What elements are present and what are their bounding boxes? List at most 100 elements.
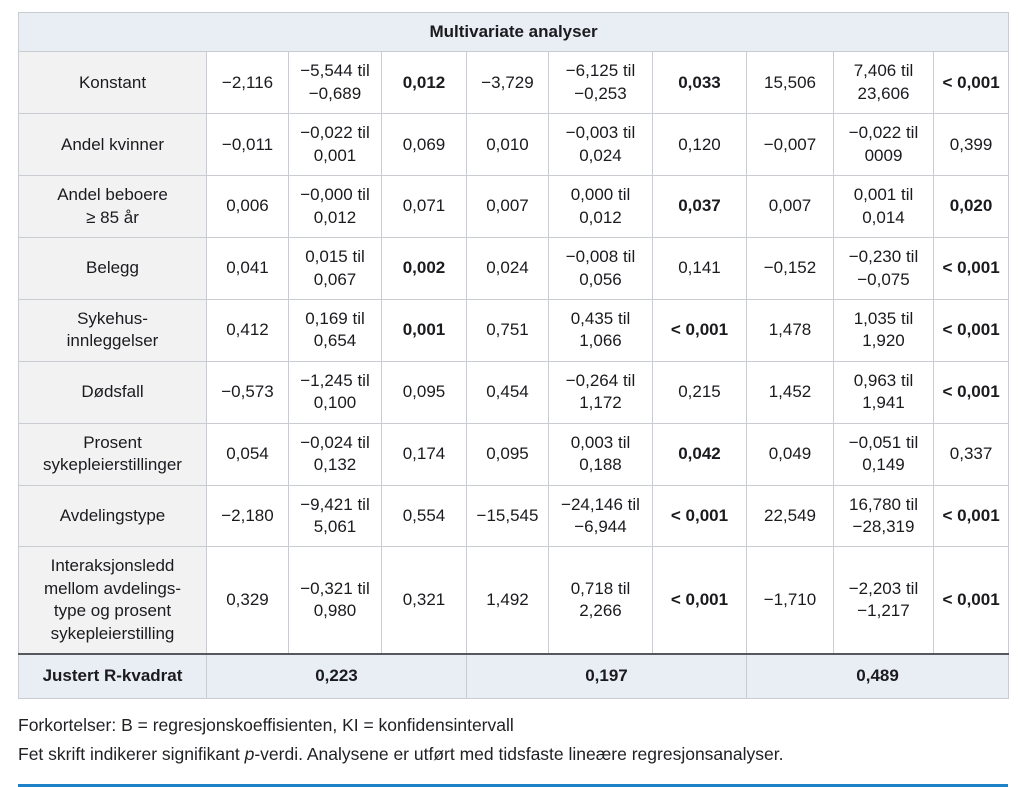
cell-p: 0,120 [652,113,747,177]
cell-b: 0,054 [206,422,289,486]
table-row: Avdelingstype −2,180 −9,421 til 5,061 0,554… [18,484,1010,548]
table-row: Dødsfall −0,573 −1,245 til 0,100 0,095 0,454… [18,360,1010,424]
cell-ki: −0,022 til 0009 [833,113,934,177]
footnote-significance-pre: Fet skrift indikerer signifikant [18,743,245,764]
cell-b: 0,041 [206,237,289,300]
cell-ki: −9,421 til 5,061 [288,484,382,548]
multivariate-analysis-table: Multivariate analyser Konstant −2,116 −5,5… [17,11,1010,699]
cell-b: 15,506 [746,51,834,115]
table-row: Konstant −2,116 −5,544 til −0,689 0,012 −3,7… [18,51,1010,115]
cell-ki: 0,001 til 0,014 [833,175,934,239]
cell-p: 0,095 [381,360,467,424]
table-row: Interaksjonsledd mellom avdelings- type … [18,546,1010,655]
row-label: Prosent sykepleierstillinger [18,422,207,486]
cell-b: 0,010 [466,113,549,177]
cell-ki: 1,035 til 1,920 [833,298,934,362]
cell-p: 0,174 [381,422,467,486]
cell-b: 0,007 [466,175,549,239]
cell-ki: −0,000 til 0,012 [288,175,382,239]
row-label: Andel kvinner [18,113,207,177]
cell-b: 0,006 [206,175,289,239]
cell-p: 0,002 [381,237,467,300]
cell-ki: 0,963 til 1,941 [833,360,934,424]
cell-b: 1,478 [746,298,834,362]
row-label: Sykehus- innleggelser [18,298,207,362]
cell-ki: −0,264 til 1,172 [548,360,653,424]
cell-p: < 0,001 [932,546,1010,655]
table-row: Belegg 0,041 0,015 til 0,067 0,002 0,024 −0,0… [18,237,1010,300]
cell-p: 0,554 [381,484,467,548]
section-divider-rule [18,783,1008,787]
row-label: Dødsfall [18,360,207,424]
cell-p: 0,012 [381,51,467,115]
row-label: Belegg [18,237,207,300]
cell-p: 0,071 [381,175,467,239]
cell-ki: −0,230 til −0,075 [833,237,934,300]
cell-ki: 0,718 til 2,266 [548,546,653,655]
table-row: Andel kvinner −0,011 −0,022 til 0,001 0,069… [18,113,1010,177]
cell-p: 0,033 [652,51,747,115]
footnote-significance-post: -verdi. Analysene er utført med tidsfast… [254,743,784,764]
cell-p: < 0,001 [932,360,1010,424]
cell-b: −1,710 [746,546,834,655]
cell-p: < 0,001 [932,298,1010,362]
cell-ki: −24,146 til −6,944 [548,484,653,548]
cell-ki: 7,406 til 23,606 [833,51,934,115]
row-label: Konstant [18,51,207,115]
table-row: Andel beboere ≥ 85 år 0,006 −0,000 til 0,0… [18,175,1010,239]
r-squared-model-1: 0,223 [206,653,467,699]
cell-b: −15,545 [466,484,549,548]
cell-p: < 0,001 [932,51,1010,115]
cell-b: −0,007 [746,113,834,177]
cell-ki: −0,003 til 0,024 [548,113,653,177]
cell-p: 0,042 [652,422,747,486]
cell-ki: −0,008 til 0,056 [548,237,653,300]
cell-p: 0,001 [381,298,467,362]
adjusted-r-squared-row: Justert R-kvadrat 0,223 0,197 0,489 [18,653,1010,699]
cell-p: 0,020 [932,175,1010,239]
cell-b: 0,024 [466,237,549,300]
cell-p: 0,141 [652,237,747,300]
cell-p: < 0,001 [932,237,1010,300]
cell-b: 0,007 [746,175,834,239]
row-label: Avdelingstype [18,484,207,548]
cell-ki: 0,000 til 0,012 [548,175,653,239]
cell-ki: 0,435 til 1,066 [548,298,653,362]
cell-p: < 0,001 [652,298,747,362]
cell-b: 1,492 [466,546,549,655]
cell-ki: −1,245 til 0,100 [288,360,382,424]
table-title: Multivariate analyser [17,11,1010,53]
cell-ki: −6,125 til −0,253 [548,51,653,115]
cell-b: −0,011 [206,113,289,177]
table-title-row: Multivariate analyser [17,11,1010,53]
cell-b: −0,152 [746,237,834,300]
cell-p: 0,215 [652,360,747,424]
r-squared-model-3: 0,489 [745,653,1010,699]
cell-b: 22,549 [746,484,834,548]
footnote-significance: Fet skrift indikerer signifikant p-verdi… [18,741,1008,768]
cell-p: 0,337 [932,422,1010,486]
cell-p: 0,321 [381,546,467,655]
cell-b: 0,049 [746,422,834,486]
cell-ki: 16,780 til −28,319 [833,484,934,548]
cell-ki: −0,051 til 0,149 [833,422,934,486]
row-label: Justert R-kvadrat [18,653,207,699]
cell-b: 0,095 [466,422,549,486]
row-label: Interaksjonsledd mellom avdelings- type … [18,546,207,655]
cell-b: 0,751 [466,298,549,362]
cell-b: 0,329 [206,546,289,655]
cell-ki: 0,015 til 0,067 [288,237,382,300]
cell-b: 1,452 [746,360,834,424]
cell-ki: 0,169 til 0,654 [288,298,382,362]
footnote-abbreviations: Forkortelser: B = regresjonskoeffisiente… [18,714,514,735]
table-row: Sykehus- innleggelser 0,412 0,169 til 0,65… [18,298,1010,362]
cell-b: −2,116 [206,51,289,115]
cell-b: −0,573 [206,360,289,424]
r-squared-model-2: 0,197 [466,653,747,699]
cell-b: 0,454 [466,360,549,424]
cell-ki: 0,003 til 0,188 [548,422,653,486]
footnote-p-symbol: p [244,743,255,764]
cell-ki: −0,321 til 0,980 [288,546,382,655]
table-footnotes: Forkortelser: B = regresjonskoeffisiente… [18,712,1008,768]
